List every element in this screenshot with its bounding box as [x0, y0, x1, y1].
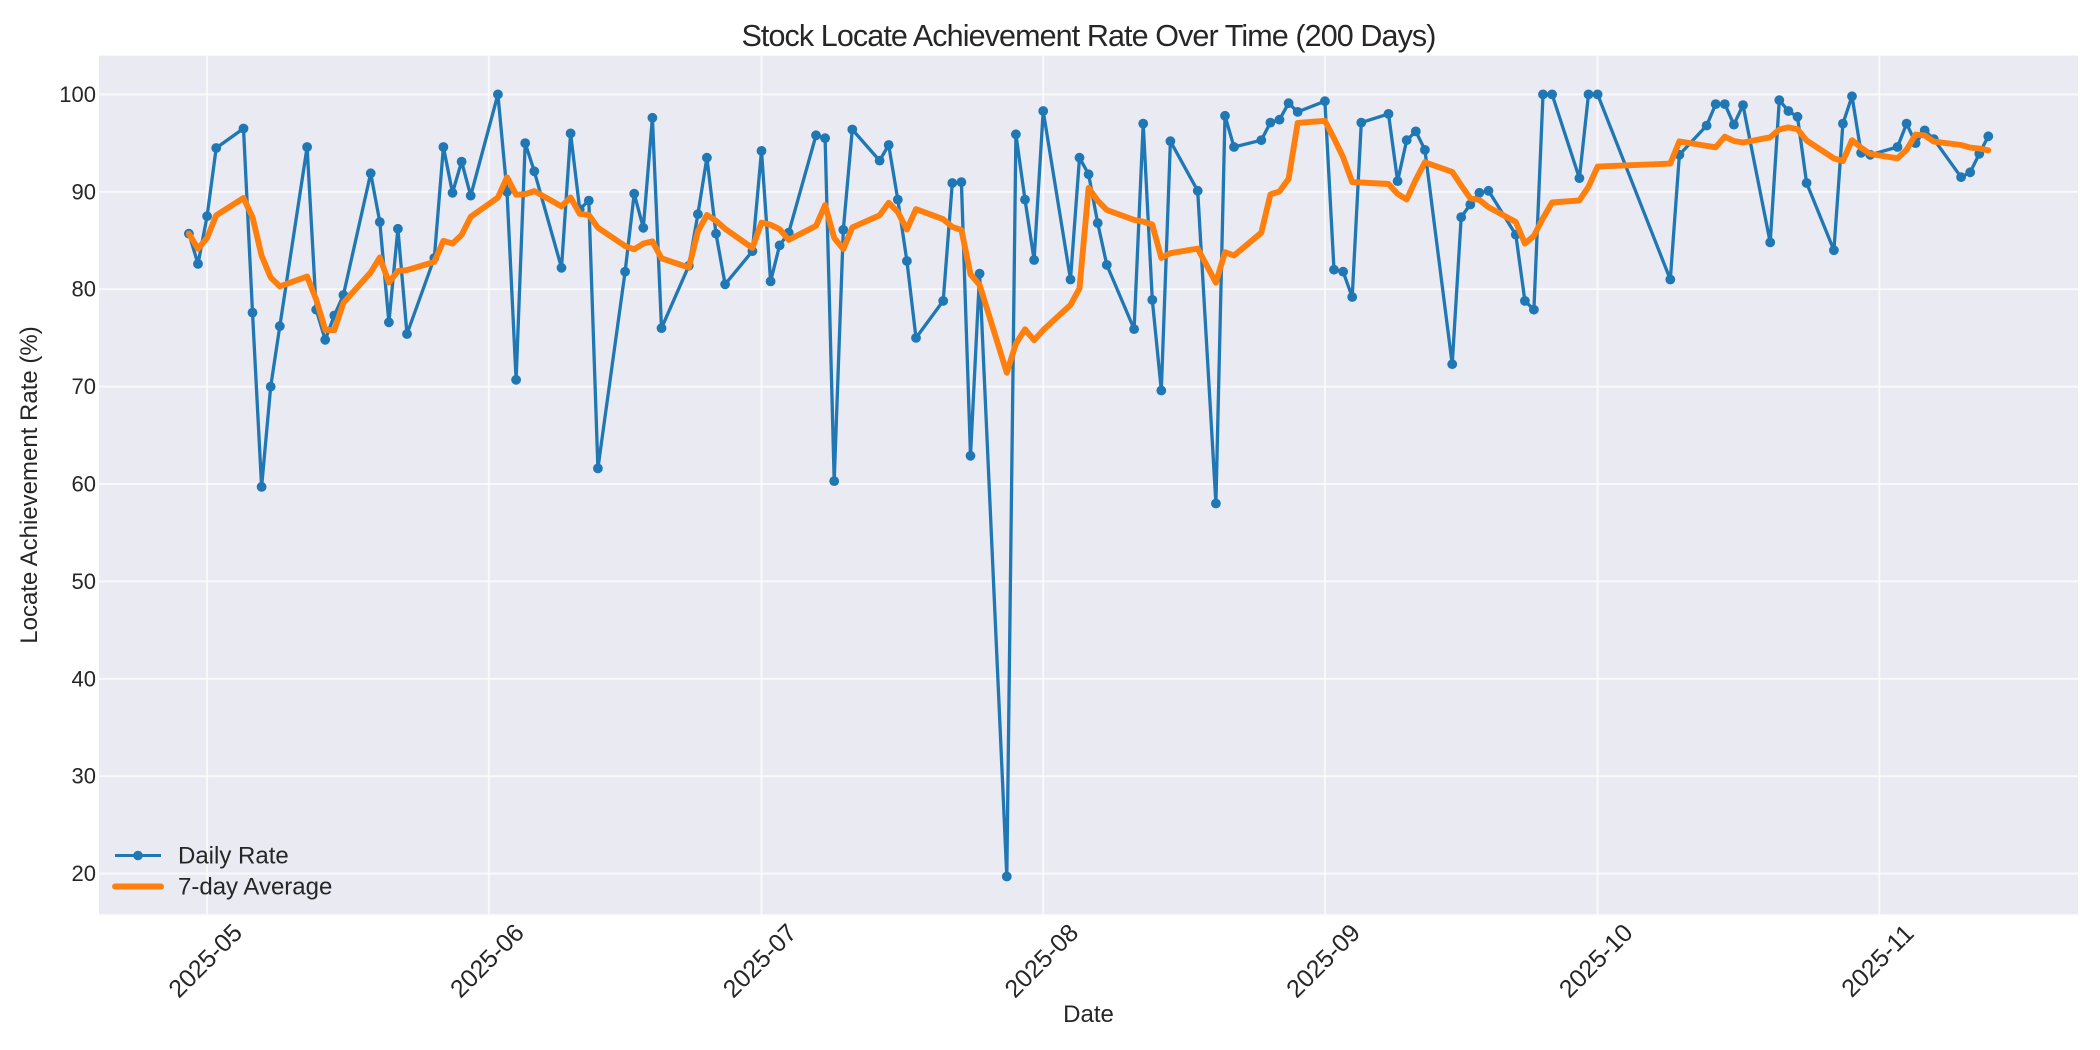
svg-text:80: 80: [72, 277, 96, 302]
svg-text:Locate Achievement Rate (%): Locate Achievement Rate (%): [16, 326, 43, 644]
svg-text:30: 30: [72, 764, 96, 789]
svg-text:100: 100: [59, 82, 96, 107]
svg-text:40: 40: [72, 666, 96, 691]
svg-text:70: 70: [72, 374, 96, 399]
svg-text:7-day Average: 7-day Average: [178, 874, 332, 901]
svg-text:20: 20: [72, 861, 96, 886]
svg-text:90: 90: [72, 179, 96, 204]
svg-text:Date: Date: [1063, 1001, 1114, 1028]
svg-text:Stock Locate Achievement Rate: Stock Locate Achievement Rate Over Time …: [741, 19, 1435, 53]
svg-text:60: 60: [72, 472, 96, 497]
svg-text:50: 50: [72, 569, 96, 594]
svg-text:Daily Rate: Daily Rate: [178, 843, 289, 870]
